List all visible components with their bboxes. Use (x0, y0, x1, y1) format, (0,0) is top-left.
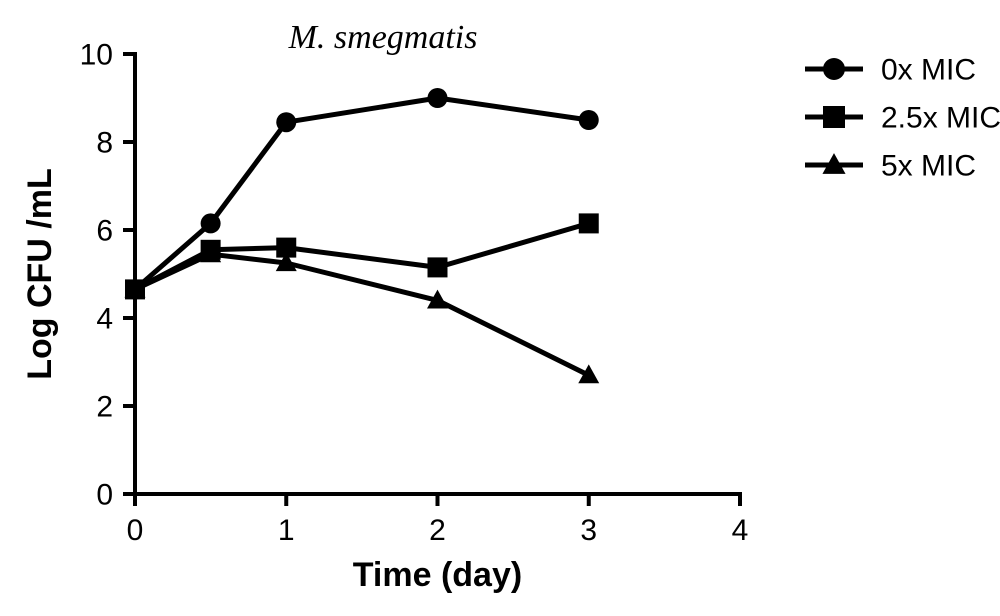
y-tick-label: 0 (96, 479, 113, 512)
x-tick-label: 0 (127, 514, 144, 547)
chart-background (0, 0, 1000, 616)
y-axis-label: Log CFU /mL (21, 168, 59, 380)
series-marker (201, 213, 221, 233)
legend-marker (823, 58, 845, 80)
y-tick-label: 6 (96, 215, 113, 248)
y-tick-label: 8 (96, 127, 113, 160)
x-tick-label: 1 (278, 514, 295, 547)
y-tick-label: 2 (96, 391, 113, 424)
legend-label: 0x MIC (881, 54, 976, 87)
x-tick-label: 2 (429, 514, 446, 547)
series-marker (428, 88, 448, 108)
x-axis-label: Time (day) (353, 556, 522, 594)
series-marker (428, 257, 448, 277)
y-tick-label: 4 (96, 303, 113, 336)
x-tick-label: 3 (580, 514, 597, 547)
legend-label: 5x MIC (881, 150, 976, 183)
series-marker (579, 110, 599, 130)
x-tick-label: 4 (732, 514, 749, 547)
series-marker (579, 213, 599, 233)
y-tick-label: 10 (80, 39, 113, 72)
legend-label: 2.5x MIC (881, 102, 1000, 135)
series-marker (276, 112, 296, 132)
legend-marker (823, 106, 845, 128)
chart-title: M. smegmatis (288, 19, 478, 56)
line-chart: 0 1 2 3 4 0 2 4 6 8 10 Time (day) Log CFU /mL M. smeg… (0, 0, 1000, 616)
chart-container: 0 1 2 3 4 0 2 4 6 8 10 Time (day) Log CFU /mL M. smeg… (0, 0, 1000, 616)
